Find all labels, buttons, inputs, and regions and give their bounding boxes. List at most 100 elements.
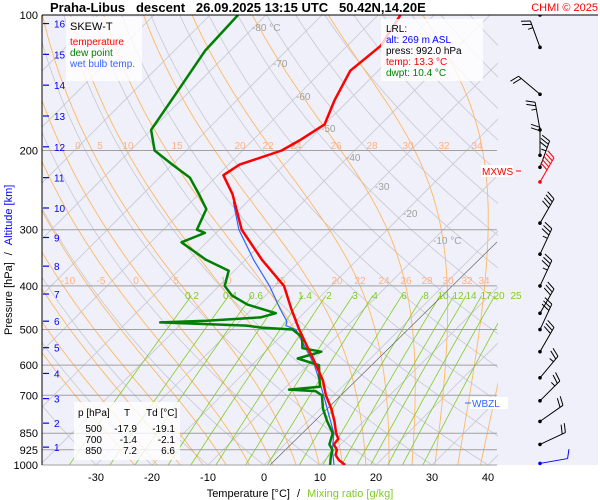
dry-adiabat-line xyxy=(42,40,377,465)
table-header-td: Td [°C] xyxy=(146,408,177,419)
table-cell: -2.1 xyxy=(158,435,176,446)
altitude-tick-label: 11 xyxy=(54,174,65,185)
wind-barb-flag xyxy=(540,162,548,171)
wind-barb-flag xyxy=(547,320,555,328)
adiabat-label-400: 5 xyxy=(173,276,179,287)
altitude-tick-label: 5 xyxy=(54,344,60,355)
lrl-alt: alt: 269 m ASL xyxy=(386,35,451,46)
adiabat-label-400: -10 xyxy=(61,276,76,287)
wind-barb-flag xyxy=(552,347,559,357)
legend-dew-point: dew point xyxy=(70,48,113,59)
adiabat-label-200: 10 xyxy=(122,141,134,152)
temperature-tick-label: 40 xyxy=(482,472,494,484)
profiles xyxy=(149,15,402,465)
adiabat-label-400: -5 xyxy=(97,276,106,287)
wind-barb-staff xyxy=(539,303,553,330)
table-header-t: T xyxy=(124,408,130,419)
mixing-ratio-label: 2 xyxy=(326,291,332,302)
isotherm-label: -50 xyxy=(321,124,336,135)
adiabat-label-200: 20 xyxy=(234,141,246,152)
wind-barb xyxy=(510,75,542,97)
wind-barb-staff xyxy=(539,404,564,422)
mixing-ratio-label: 0.2 xyxy=(185,291,199,302)
wind-barb-flag xyxy=(545,284,553,293)
table-cell: -17.9 xyxy=(114,424,137,435)
moist-adiabat-line xyxy=(42,251,204,465)
wind-barb-flag xyxy=(525,100,536,103)
wind-barb-half-flag xyxy=(550,382,556,387)
dry-adiabat-line xyxy=(237,15,498,302)
wind-barb xyxy=(538,253,553,288)
pressure-tick-label: 400 xyxy=(20,281,38,293)
mixing-ratio-line xyxy=(356,295,455,465)
table-cell: -1.4 xyxy=(120,435,138,446)
wind-barb-staff xyxy=(539,198,555,224)
mixing-ratio-label: 1.4 xyxy=(298,291,312,302)
moist-adiabat-line xyxy=(191,15,390,465)
dry-adiabat-line xyxy=(266,15,498,269)
mixing-ratio-line xyxy=(341,295,441,465)
wind-barb-flag xyxy=(544,253,553,261)
lrl-title: LRL: xyxy=(386,24,407,35)
dry-adiabat-line xyxy=(92,15,489,465)
x-axis-label: Temperature [°C] xyxy=(207,488,290,500)
isotherm-line xyxy=(42,15,155,128)
dry-adiabat-line xyxy=(295,15,498,237)
lrl-press: press: 992.0 hPa xyxy=(386,46,462,57)
dry-adiabat-line xyxy=(179,15,498,368)
wind-barb-flag xyxy=(543,197,551,206)
moist-adiabat-line xyxy=(42,98,274,465)
dry-adiabat-line xyxy=(208,15,498,335)
adiabat-label-200: 24 xyxy=(290,141,302,152)
wind-barb-flag xyxy=(547,281,555,290)
moist-adiabat-line xyxy=(143,15,367,465)
wind-barb-flag xyxy=(544,221,553,230)
wind-barb-staff xyxy=(534,102,541,130)
wind-barb-flag xyxy=(543,326,551,334)
wind-barb-flag xyxy=(567,449,570,459)
table-cell: 700 xyxy=(85,435,102,446)
moist-adiabat-line xyxy=(70,15,320,465)
table-header-p: p [hPa] xyxy=(78,408,110,419)
wind-barb-flag xyxy=(543,225,551,233)
wind-barb-half-flag xyxy=(519,0,523,1)
table-row: 700 -1.4 -2.1 xyxy=(85,435,175,446)
wind-barb-half-flag xyxy=(541,148,547,152)
isotherm-label: -30 xyxy=(375,182,390,193)
temperature-tick-label: 0 xyxy=(261,472,267,484)
wind-barb-half-flag xyxy=(542,267,548,271)
lrl-temp: temp: 13.3 °C xyxy=(386,57,447,68)
altitude-tick-label: 12 xyxy=(54,143,66,154)
wind-barb-staff xyxy=(518,75,541,95)
legend-title: SKEW-T xyxy=(70,21,113,33)
adiabat-label-400: 26 xyxy=(400,276,412,287)
wind-barb-flag xyxy=(545,153,553,162)
table-cell: 6.6 xyxy=(161,446,175,457)
isotherm-line xyxy=(319,286,498,465)
isotherm-label: -80 °C xyxy=(252,23,280,34)
wind-barb xyxy=(538,191,555,225)
mixing-ratio-label: 14 xyxy=(465,291,477,302)
pressure-tick-label: 100 xyxy=(20,10,38,22)
temperature-tick-label: -20 xyxy=(144,472,160,484)
isotherm-line xyxy=(151,118,498,465)
wind-barb-flag xyxy=(547,150,555,159)
wind-barb xyxy=(525,100,542,132)
wind-barb-flag xyxy=(512,78,522,84)
dry-adiabat-line xyxy=(42,207,265,465)
mixing-ratio-line xyxy=(370,295,467,465)
mixing-ratio-label: 10 xyxy=(437,291,449,302)
pressure-tick-label: 200 xyxy=(20,145,38,157)
wind-barb-flag xyxy=(556,398,561,408)
mixing-ratio-line xyxy=(322,295,424,465)
table-cell: 850 xyxy=(85,446,102,457)
temperature-tick-label: -30 xyxy=(88,472,104,484)
wind-barb xyxy=(520,20,542,50)
mixing-ratio-label: 25 xyxy=(510,291,522,302)
mixing-ratio-line xyxy=(266,295,374,465)
mixing-ratio-label: 8 xyxy=(423,291,429,302)
legend-box: SKEW-T temperature dew point wet bulb te… xyxy=(66,17,142,81)
wind-barb-flag xyxy=(526,103,536,107)
x-axis-label-mixing: Mixing ratio [g/kg] xyxy=(307,488,393,500)
